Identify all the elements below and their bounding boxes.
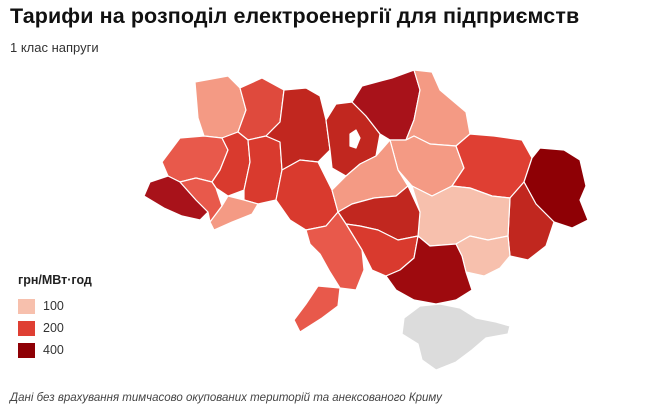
region-volyn	[194, 75, 247, 139]
legend-title: грн/МВт·год	[18, 273, 92, 287]
region-khmelnytskyi	[243, 135, 283, 205]
region-vinnytsia	[275, 159, 339, 231]
region-chernivtsi	[209, 195, 259, 231]
page-title: Тарифи на розподіл електроенергії для пі…	[10, 4, 580, 28]
region-zakarpattia	[143, 175, 209, 221]
region-odesa	[305, 211, 365, 291]
region-kyiv-city	[349, 129, 361, 149]
legend-swatch	[18, 342, 35, 358]
legend-label: 400	[43, 343, 64, 357]
legend-item: 200	[18, 317, 92, 339]
legend-swatch	[18, 320, 35, 336]
region-odesa-south	[293, 285, 341, 333]
legend-item: 100	[18, 295, 92, 317]
region-crimea	[401, 303, 511, 371]
region-kherson	[385, 235, 473, 305]
legend-item: 400	[18, 339, 92, 361]
legend-label: 200	[43, 321, 64, 335]
legend: грн/МВт·год 100 200 400	[18, 273, 92, 361]
legend-label: 100	[43, 299, 64, 313]
subtitle: 1 клас напруги	[10, 40, 99, 55]
legend-swatch	[18, 298, 35, 314]
footnote: Дані без врахування тимчасово окупованих…	[10, 392, 442, 404]
